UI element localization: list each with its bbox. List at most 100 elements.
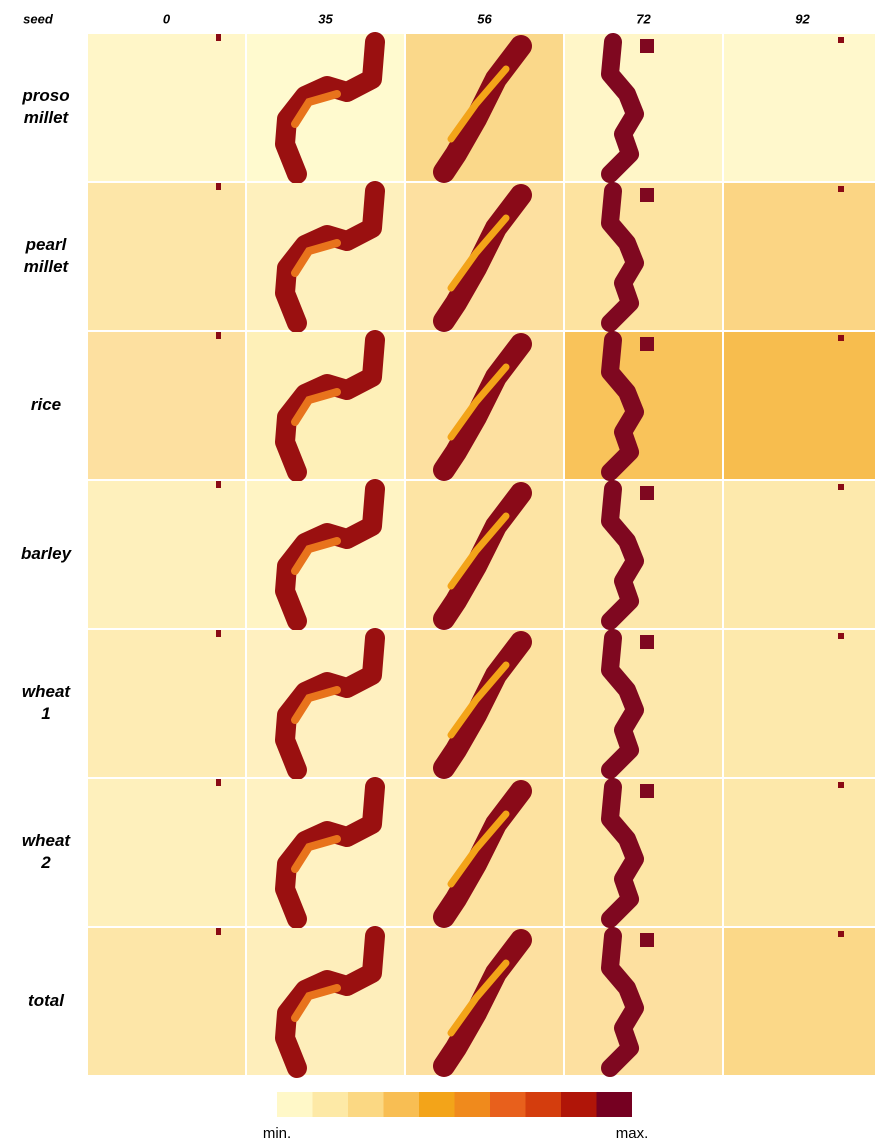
- row-label: proso: [21, 86, 69, 105]
- colorbar-cell: [277, 1092, 313, 1117]
- heatmap-shape: [291, 537, 341, 575]
- heatmap-shape: [640, 784, 654, 798]
- heatmap-panel: [88, 34, 245, 181]
- column-header: 0: [163, 11, 171, 26]
- heatmap-shape: [447, 959, 510, 1037]
- heatmap-panel: [724, 332, 875, 479]
- heatmap-shape: [291, 984, 341, 1022]
- heatmap-panel: [724, 779, 875, 926]
- heatmap-shape: [275, 926, 385, 1078]
- heatmap-shape: [216, 332, 221, 339]
- column-header: 92: [795, 11, 810, 26]
- heatmap-panel: [88, 332, 245, 479]
- colorbar-min-label: min.: [263, 1125, 291, 1142]
- colorbar-cell: [383, 1092, 419, 1117]
- heatmap-shape: [601, 778, 644, 928]
- heatmap-shape: [838, 37, 844, 43]
- heatmap-panel: [724, 183, 875, 330]
- heatmap-panel: [565, 779, 722, 926]
- heatmap-panel: [724, 481, 875, 628]
- heatmap-panel: [565, 481, 722, 628]
- heatmap-shape: [601, 480, 644, 630]
- heatmap-shape: [640, 188, 654, 202]
- heatmap-panel: [565, 34, 722, 181]
- heatmap-shape: [640, 635, 654, 649]
- heatmap-shape: [838, 782, 844, 788]
- heatmap-shape: [275, 32, 385, 184]
- heatmap-panel: [724, 630, 875, 777]
- colorbar-cell: [525, 1092, 561, 1117]
- heatmap-shape: [291, 388, 341, 426]
- heatmap-shape: [640, 337, 654, 351]
- row-label: 2: [40, 853, 51, 872]
- heatmap-shape: [275, 628, 385, 780]
- heatmap-shape: [216, 183, 221, 190]
- heatmap-shape: [447, 661, 510, 739]
- heatmap-shape: [275, 479, 385, 631]
- heatmap-shape: [447, 363, 510, 441]
- heatmap-shape: [216, 928, 221, 935]
- heatmap-shape: [601, 182, 644, 332]
- heatmap-shape: [275, 181, 385, 333]
- heatmap-shape: [838, 633, 844, 639]
- row-label: pearl: [25, 235, 68, 254]
- heatmap-shape: [601, 629, 644, 779]
- heatmap-shape: [291, 835, 341, 873]
- heatmap-shape: [601, 33, 644, 183]
- heatmap-shape: [447, 65, 510, 143]
- heatmap-shape: [291, 90, 341, 128]
- colorbar-cell: [490, 1092, 526, 1117]
- heatmap-shape: [291, 686, 341, 724]
- heatmap-panel: [724, 928, 875, 1075]
- heatmap-panel: [88, 183, 245, 330]
- heatmap-shape: [216, 481, 221, 488]
- row-label: millet: [24, 257, 70, 276]
- heatmap-shape: [291, 239, 341, 277]
- heatmap-panel: [565, 630, 722, 777]
- heatmap-shape: [601, 927, 644, 1077]
- heatmap-shape: [838, 931, 844, 937]
- heatmap-panel: [565, 928, 722, 1075]
- heatmap-shape: [447, 810, 510, 888]
- heatmap-shape: [216, 630, 221, 637]
- colorbar-cell: [561, 1092, 597, 1117]
- heatmap-shape: [447, 214, 510, 292]
- heatmap-shape: [640, 933, 654, 947]
- corner-label: seed: [23, 11, 54, 26]
- colorbar-cell: [419, 1092, 455, 1117]
- heatmap-panel: [88, 630, 245, 777]
- heatmap-shape: [838, 186, 844, 192]
- heatmap-shape: [838, 335, 844, 341]
- column-header: 56: [477, 11, 492, 26]
- colorbar-cell: [348, 1092, 384, 1117]
- heatmap-panel: [565, 183, 722, 330]
- heatmap-panel: [565, 332, 722, 479]
- row-label: rice: [31, 395, 61, 414]
- row-label: 1: [41, 704, 50, 723]
- colorbar-cell: [454, 1092, 490, 1117]
- row-label: total: [28, 991, 65, 1010]
- heatmap-panel: [724, 34, 875, 181]
- heatmap-shape: [216, 34, 221, 41]
- heatmap-panel: [88, 779, 245, 926]
- heatmap-panel: [88, 481, 245, 628]
- column-header: 35: [318, 11, 333, 26]
- heatmap-shape: [838, 484, 844, 490]
- heatmap-shape: [447, 512, 510, 590]
- row-label: wheat: [22, 682, 72, 701]
- heatmap-panel: [88, 928, 245, 1075]
- heatmap-shape: [601, 331, 644, 481]
- heatmap-shape: [640, 486, 654, 500]
- row-label: barley: [21, 544, 73, 563]
- column-header: 72: [636, 11, 651, 26]
- colorbar-max-label: max.: [616, 1125, 649, 1142]
- heatmap-shape: [216, 779, 221, 786]
- row-label: millet: [24, 108, 70, 127]
- colorbar-cell: [596, 1092, 632, 1117]
- heatmap-shape: [640, 39, 654, 53]
- heatmap-shape: [275, 330, 385, 482]
- colorbar-cell: [312, 1092, 348, 1117]
- heatmap-shape: [275, 777, 385, 929]
- row-label: wheat: [22, 831, 72, 850]
